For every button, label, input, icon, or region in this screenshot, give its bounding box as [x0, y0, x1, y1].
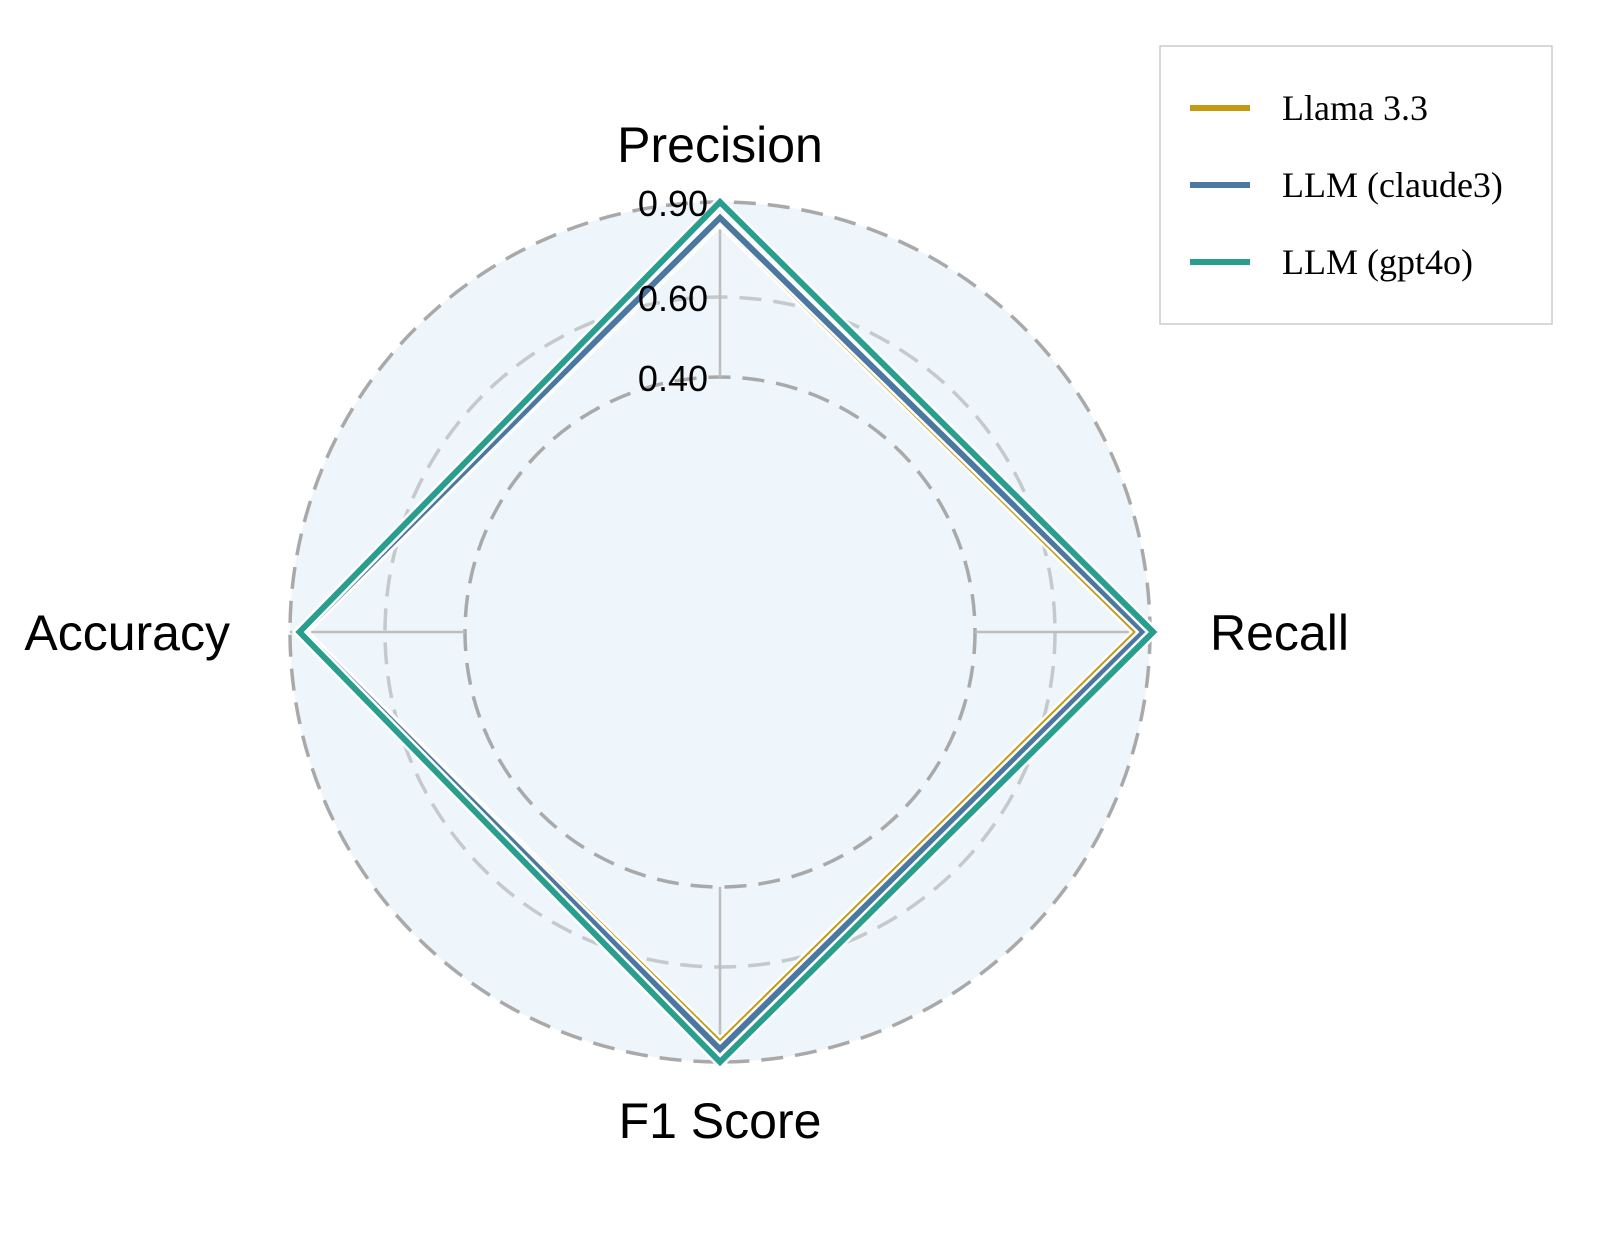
series-group — [291, 194, 1162, 1070]
tick-label-0.90: 0.90 — [638, 183, 708, 224]
axis-label-f1-score: F1 Score — [619, 1093, 822, 1149]
legend-label-gpt4o: LLM (gpt4o) — [1282, 242, 1473, 282]
legend-label-claude3: LLM (claude3) — [1282, 165, 1503, 205]
legend: Llama 3.3 LLM (claude3) LLM (gpt4o) — [1159, 45, 1553, 325]
tick-label-0.40: 0.40 — [638, 358, 708, 399]
legend-label-llama: Llama 3.3 — [1282, 88, 1428, 128]
axis-label-precision: Precision — [617, 117, 823, 173]
axis-label-recall: Recall — [1210, 605, 1349, 661]
axis-label-accuracy: Accuracy — [24, 605, 230, 661]
axis-labels: Precision Recall F1 Score Accuracy — [24, 117, 1349, 1149]
tick-label-0.60: 0.60 — [638, 278, 708, 319]
axis-spokes — [290, 202, 1150, 1062]
radial-tick-labels: 0.40 0.60 0.90 — [638, 183, 708, 399]
series-line-llm-gpt4o — [295, 197, 1158, 1067]
